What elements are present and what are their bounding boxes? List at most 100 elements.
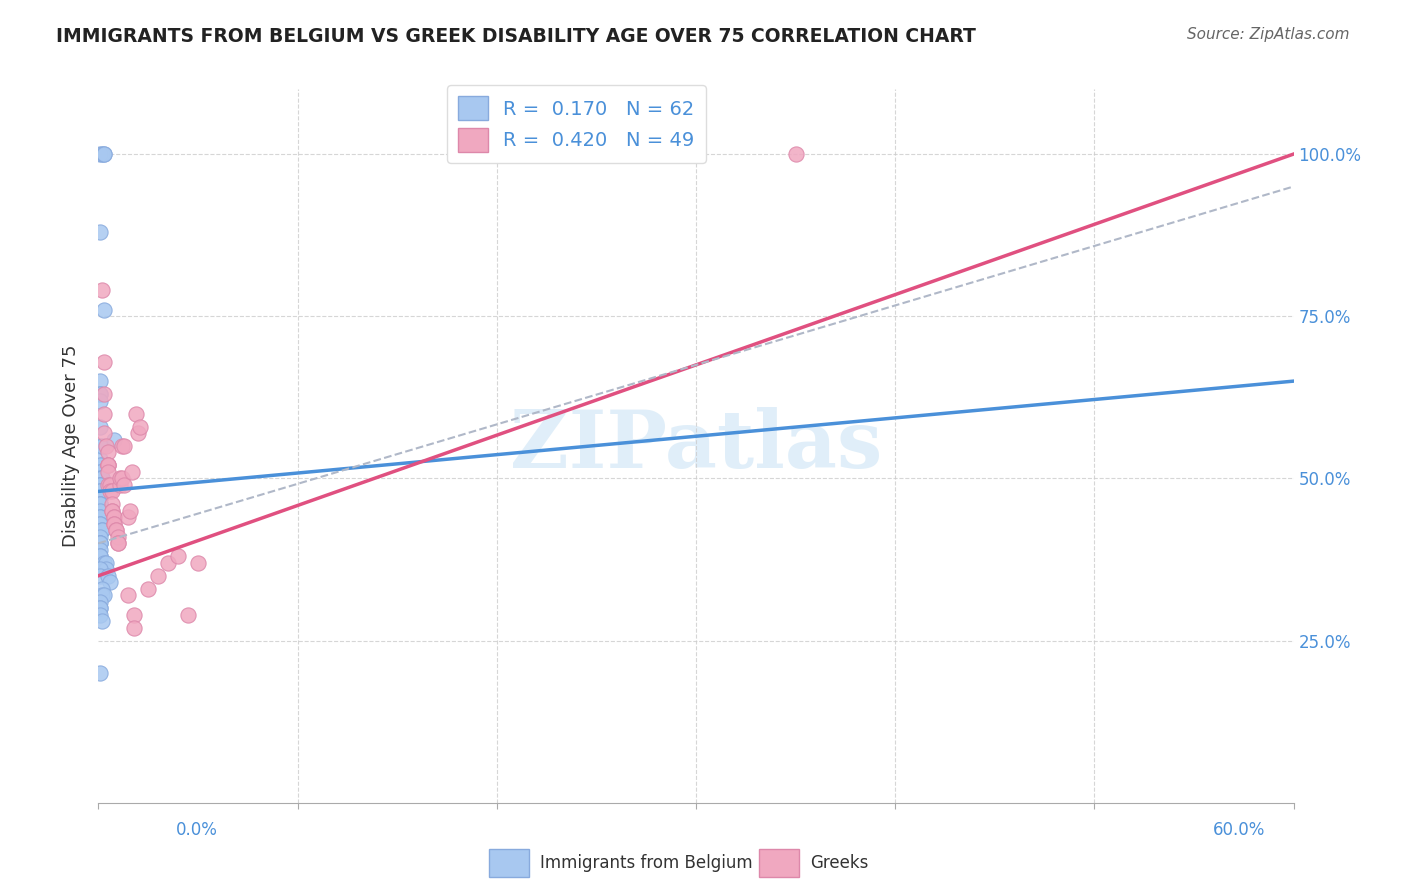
Point — [89, 497, 111, 511]
Point — [98, 484, 122, 499]
Point — [177, 607, 200, 622]
Point — [89, 510, 111, 524]
Point — [98, 575, 122, 590]
Point — [89, 147, 111, 161]
Point — [89, 491, 111, 505]
Point — [89, 542, 111, 557]
Point — [124, 607, 146, 622]
Point — [97, 458, 120, 473]
Point — [110, 471, 132, 485]
Point — [112, 439, 135, 453]
Point — [97, 445, 120, 459]
Text: Source: ZipAtlas.com: Source: ZipAtlas.com — [1187, 27, 1350, 42]
Point — [120, 504, 142, 518]
Point — [91, 471, 114, 485]
Point — [89, 510, 111, 524]
Point — [136, 582, 159, 596]
Point — [93, 387, 115, 401]
Y-axis label: Disability Age Over 75: Disability Age Over 75 — [62, 344, 80, 548]
Point — [89, 601, 111, 615]
Point — [125, 407, 148, 421]
Point — [98, 478, 122, 492]
Point — [97, 458, 120, 473]
Point — [89, 452, 111, 467]
Point — [112, 478, 135, 492]
Point — [127, 425, 149, 440]
Point — [129, 419, 152, 434]
Point — [111, 471, 134, 485]
Point — [91, 147, 114, 161]
Point — [89, 387, 111, 401]
Point — [91, 439, 114, 453]
Point — [103, 516, 125, 531]
Point — [105, 524, 128, 538]
Point — [91, 524, 114, 538]
Point — [89, 458, 111, 473]
Point — [111, 439, 134, 453]
Point — [89, 530, 111, 544]
Point — [89, 491, 111, 505]
Point — [97, 478, 120, 492]
Point — [93, 147, 115, 161]
Bar — [489, 849, 529, 877]
Point — [89, 536, 111, 550]
Point — [91, 588, 114, 602]
Point — [117, 510, 139, 524]
Point — [148, 568, 170, 582]
Point — [96, 439, 118, 453]
Point — [89, 516, 111, 531]
Point — [89, 465, 111, 479]
Point — [101, 504, 124, 518]
Legend: R =  0.170   N = 62, R =  0.420   N = 49: R = 0.170 N = 62, R = 0.420 N = 49 — [447, 85, 706, 163]
Point — [91, 614, 114, 628]
Point — [91, 283, 114, 297]
Text: Greeks: Greeks — [810, 854, 869, 872]
Point — [89, 549, 111, 564]
Point — [93, 588, 115, 602]
Point — [89, 465, 111, 479]
Point — [103, 433, 125, 447]
Point — [96, 562, 118, 576]
Point — [93, 425, 115, 440]
Point — [89, 419, 111, 434]
Point — [107, 536, 129, 550]
Point — [89, 471, 111, 485]
Point — [93, 556, 115, 570]
Point — [101, 484, 124, 499]
Point — [121, 465, 143, 479]
Point — [105, 524, 128, 538]
Point — [93, 147, 115, 161]
Point — [97, 458, 120, 473]
Point — [107, 530, 129, 544]
Point — [157, 556, 180, 570]
Point — [97, 465, 120, 479]
Point — [89, 601, 111, 615]
Point — [89, 374, 111, 388]
Point — [101, 504, 124, 518]
Point — [101, 497, 124, 511]
Point — [89, 607, 111, 622]
Point — [89, 497, 111, 511]
Bar — [759, 849, 799, 877]
Point — [89, 439, 111, 453]
Point — [89, 387, 111, 401]
Point — [89, 536, 111, 550]
Point — [91, 471, 114, 485]
Text: 0.0%: 0.0% — [176, 821, 218, 838]
Point — [89, 225, 111, 239]
Point — [103, 510, 125, 524]
Point — [103, 516, 125, 531]
Point — [89, 562, 111, 576]
Point — [167, 549, 190, 564]
Point — [89, 666, 111, 681]
Point — [89, 536, 111, 550]
Text: Immigrants from Belgium: Immigrants from Belgium — [540, 854, 752, 872]
Point — [89, 504, 111, 518]
Point — [187, 556, 209, 570]
Point — [107, 536, 129, 550]
Point — [124, 621, 146, 635]
Text: IMMIGRANTS FROM BELGIUM VS GREEK DISABILITY AGE OVER 75 CORRELATION CHART: IMMIGRANTS FROM BELGIUM VS GREEK DISABIL… — [56, 27, 976, 45]
Point — [89, 393, 111, 408]
Point — [89, 568, 111, 582]
Point — [89, 516, 111, 531]
